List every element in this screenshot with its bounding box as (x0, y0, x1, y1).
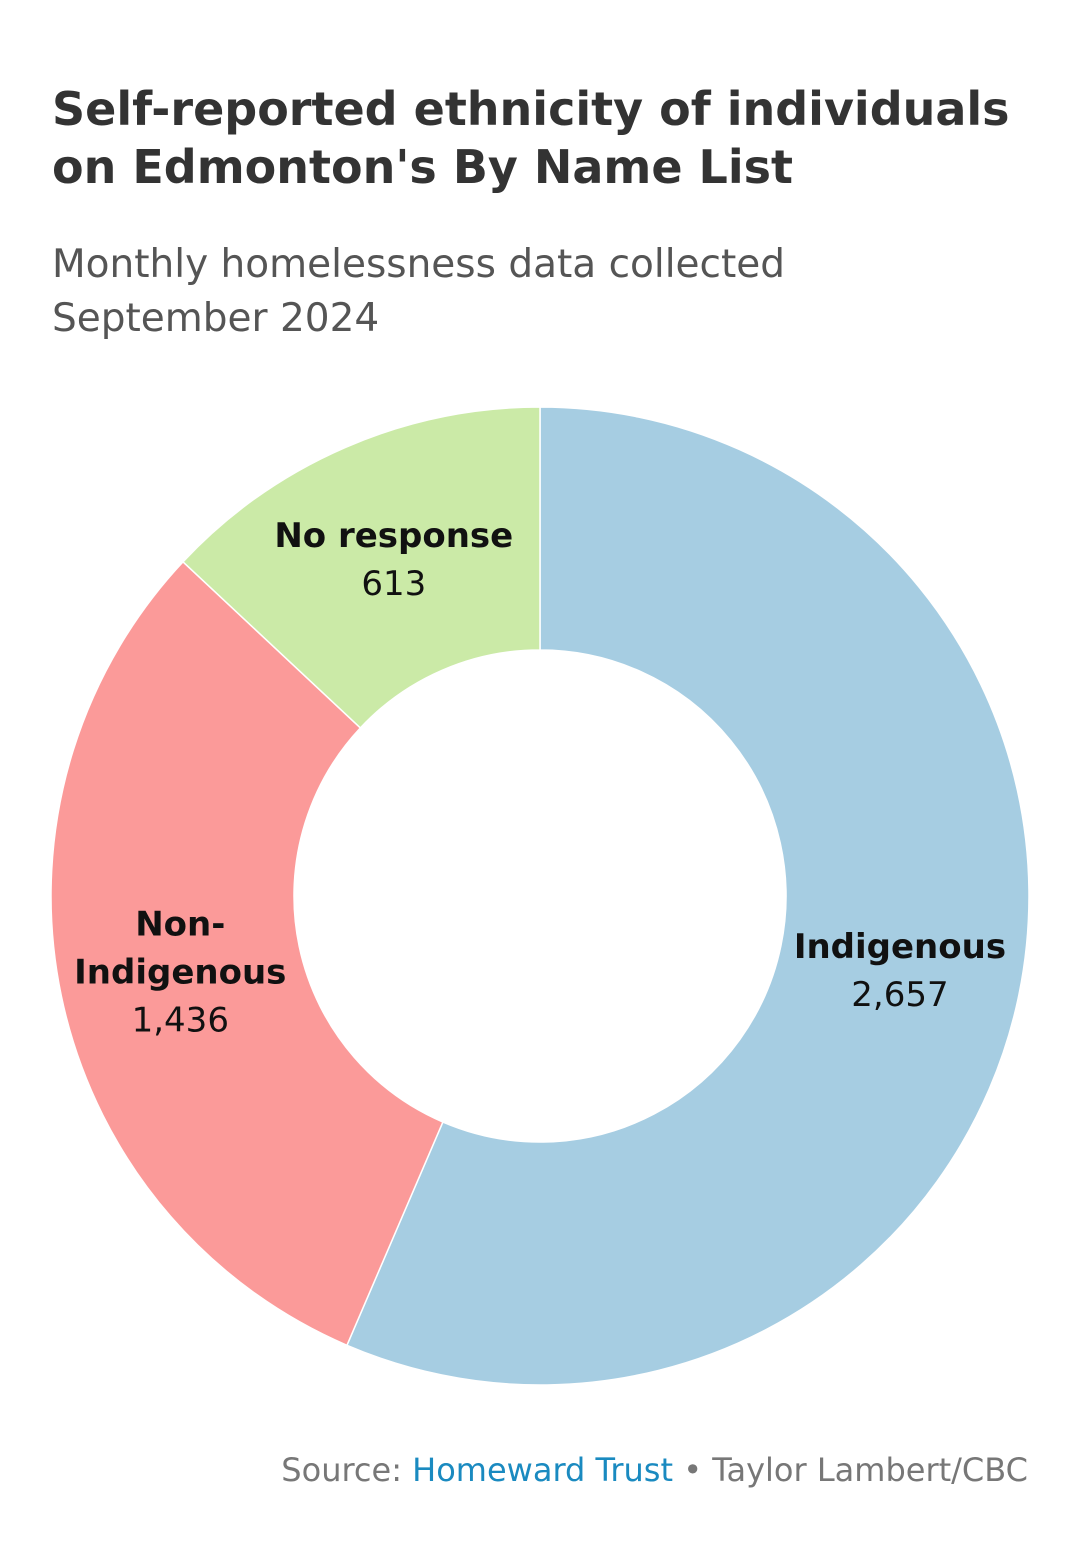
chart-title-line-2: on Edmonton's By Name List (52, 140, 794, 194)
slice-label-non-indigenous-line-2: Indigenous (74, 952, 286, 992)
data-label-no-response: No response 613 (274, 516, 513, 604)
source-link[interactable]: Homeward Trust (412, 1451, 674, 1489)
data-label-non-indigenous: Non- Indigenous 1,436 (74, 904, 286, 1040)
slice-value-no-response: 613 (361, 564, 426, 604)
chart-subtitle: Monthly homelessness data collected Sept… (52, 238, 1032, 346)
donut-slices (50, 406, 1030, 1386)
slice-indigenous (345, 406, 1030, 1386)
donut-chart: Indigenous 2,657 Non- Indigenous 1,436 No res… (0, 380, 1080, 1410)
credit-text: Taylor Lambert/CBC (712, 1451, 1028, 1489)
chart-subtitle-line-1: Monthly homelessness data collected (52, 242, 786, 287)
slice-value-indigenous: 2,657 (851, 975, 948, 1015)
chart-subtitle-line-2: September 2024 (52, 296, 380, 341)
data-label-indigenous: Indigenous 2,657 (794, 927, 1006, 1015)
slice-value-non-indigenous: 1,436 (132, 1000, 229, 1040)
slice-label-no-response-line-1: No response (274, 516, 513, 556)
slice-non-indigenous (50, 560, 444, 1347)
source-prefix: Source: (281, 1451, 413, 1489)
chart-title: Self-reported ethnicity of individuals o… (52, 80, 1032, 196)
donut-labels: Indigenous 2,657 Non- Indigenous 1,436 No res… (74, 516, 1006, 1040)
slice-label-non-indigenous-line-1: Non- (135, 904, 225, 944)
footer-separator: • (673, 1451, 713, 1489)
slice-no-response (181, 406, 541, 729)
chart-footer: Source: Homeward Trust • Taylor Lambert/… (281, 1448, 1028, 1492)
donut-chart-svg: Indigenous 2,657 Non- Indigenous 1,436 No res… (50, 406, 1030, 1386)
chart-title-line-1: Self-reported ethnicity of individuals (52, 82, 1010, 136)
slice-label-indigenous-line-1: Indigenous (794, 927, 1006, 967)
